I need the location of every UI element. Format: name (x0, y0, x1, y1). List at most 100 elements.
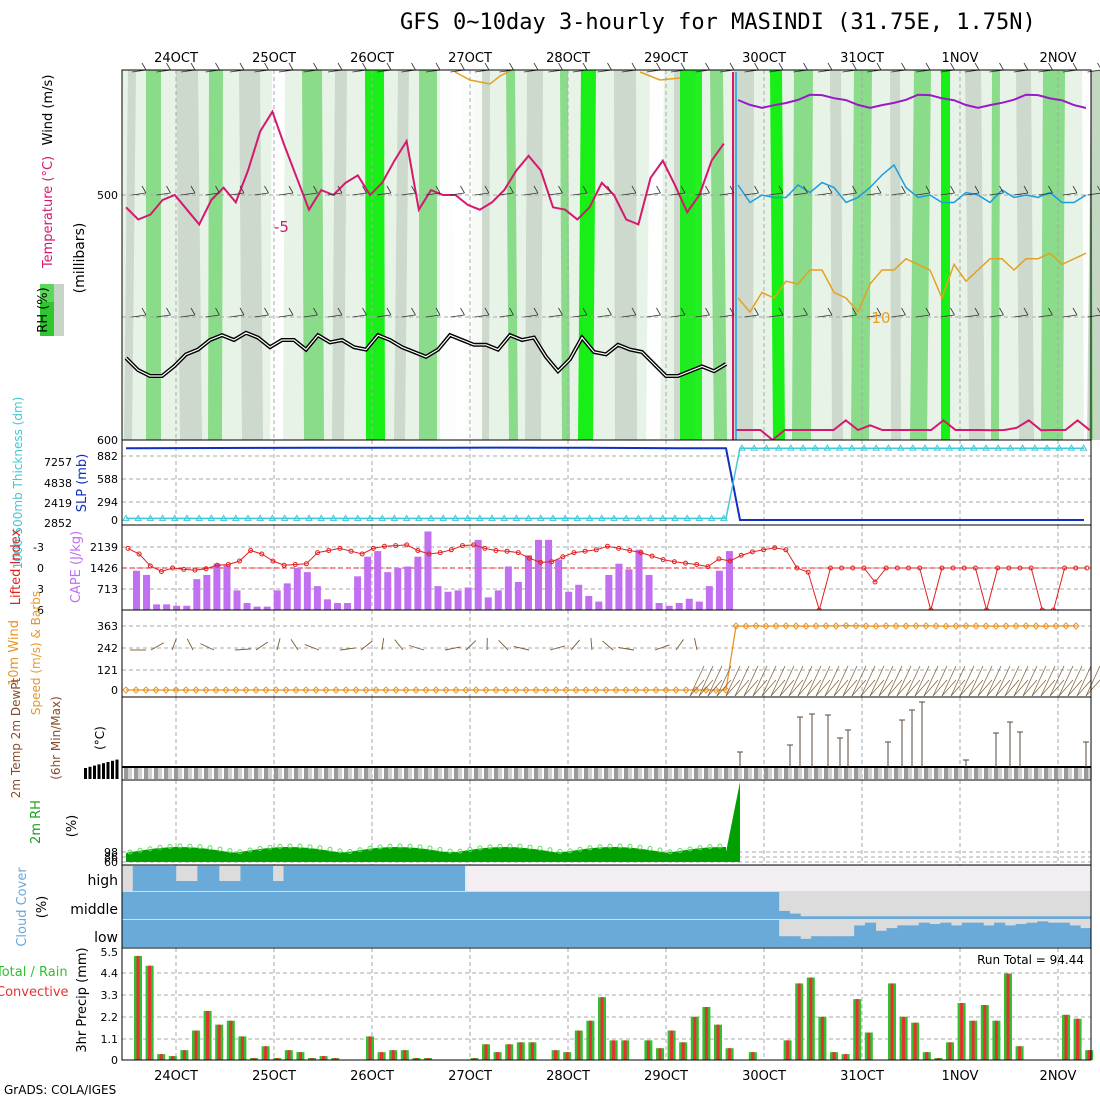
thickness-marker (305, 514, 313, 521)
cape-bar (334, 602, 341, 610)
temp-bar (304, 767, 308, 779)
cloud-low-bar (520, 920, 532, 947)
temp-bar (268, 767, 272, 779)
date-label-top: 27OCT (448, 51, 492, 66)
cloud-low-bar (391, 920, 403, 947)
wind-marker (272, 686, 280, 694)
thickness-marker (835, 444, 844, 451)
li-marker (370, 545, 376, 551)
wind-barb (896, 679, 912, 697)
cloud-low-bar (305, 920, 317, 947)
precip-conv-bar (588, 1020, 592, 1060)
wind-marker (562, 686, 570, 694)
wind-barb (833, 679, 849, 697)
wind-barb (779, 679, 795, 697)
cloud-middle-bar (681, 892, 694, 919)
cloud-low-bar (875, 930, 887, 947)
cloud-low-bar (961, 922, 973, 947)
rh-marker (127, 849, 133, 855)
temp-bar (608, 767, 612, 779)
rh-band (830, 70, 843, 440)
precip-conv-bar (832, 1052, 836, 1060)
temp-bar (654, 767, 658, 779)
wind-barb (362, 185, 367, 194)
precip-conv-bar (206, 1010, 210, 1060)
thickness-marker (256, 514, 265, 521)
temp-bar (184, 767, 188, 779)
cape-bar (203, 574, 211, 610)
rh-marker (557, 848, 563, 854)
thickness-marker (969, 444, 978, 451)
rh-band (124, 70, 136, 440)
precip-conv-bar (983, 1005, 987, 1060)
cloud-high-bar (326, 866, 338, 891)
wind-barb (1072, 62, 1078, 71)
cloud-low-bar (251, 920, 263, 947)
rh-band (419, 70, 437, 440)
temp-bar (634, 767, 638, 779)
precip-conv-bar (797, 983, 801, 1060)
wind-barb (1022, 679, 1038, 697)
cloud-low-bar (1047, 922, 1060, 947)
temp-bar (1028, 767, 1032, 779)
rh-marker (197, 844, 203, 850)
wind-barb (499, 192, 514, 196)
wind-barb (698, 665, 714, 697)
cloud-high-bar (229, 881, 241, 891)
cape-bar (133, 570, 140, 610)
temp-bar (254, 767, 258, 779)
temp-bar (344, 767, 348, 779)
cloud-middle-bar (617, 892, 629, 919)
precip-conv-bar (1064, 1014, 1068, 1060)
wind-marker (792, 622, 800, 630)
cloud-middle-bar (423, 892, 435, 919)
thickness-marker (353, 514, 362, 521)
rh-marker (287, 843, 293, 849)
rh-marker (667, 849, 673, 855)
temp-bar (524, 767, 528, 779)
wind-barb (590, 637, 593, 651)
tick-label: 1.1 (101, 1033, 119, 1046)
wind-marker (662, 686, 670, 694)
tick-label: 0 (111, 1054, 118, 1067)
temp-bar (444, 767, 448, 779)
wind-barb (513, 646, 530, 651)
temp-bar (588, 767, 592, 779)
temp-bar (174, 767, 178, 779)
wind-barb (190, 62, 196, 71)
wind-barb (631, 62, 637, 71)
wind-barb (833, 665, 849, 697)
wind-barb (950, 665, 966, 697)
precip-conv-bar (670, 1030, 674, 1060)
temp-bar (894, 767, 898, 779)
cloud-low-bar (563, 920, 575, 947)
cloud-middle-bar (649, 892, 661, 919)
wind-barb (788, 679, 804, 697)
wind-barb (977, 665, 993, 697)
li-marker (292, 562, 298, 567)
cloud-low-bar (929, 924, 941, 947)
wind-barb (869, 665, 885, 697)
rh-marker (147, 846, 153, 852)
temp-bar (754, 767, 758, 779)
wind-marker (842, 621, 850, 630)
li-marker (237, 558, 242, 564)
temp-bar (1044, 767, 1048, 779)
cloud-middle-bar (692, 892, 704, 919)
thickness-marker (317, 514, 326, 521)
cloud-low-bar (757, 920, 769, 947)
li-marker (192, 567, 198, 573)
temp-bar (224, 767, 228, 779)
cloud-low-bar (918, 922, 930, 947)
temp-bar (448, 767, 452, 779)
temp-bar (558, 767, 562, 779)
wind-marker (312, 686, 320, 694)
temp-bar (914, 767, 918, 779)
legend-mark (88, 766, 92, 779)
cape-bar (625, 569, 633, 610)
wind-barb (558, 307, 563, 316)
thickness-marker (896, 444, 905, 451)
li-marker (1028, 565, 1034, 571)
thickness-marker (585, 514, 594, 521)
cloud-high-bar (412, 866, 424, 891)
